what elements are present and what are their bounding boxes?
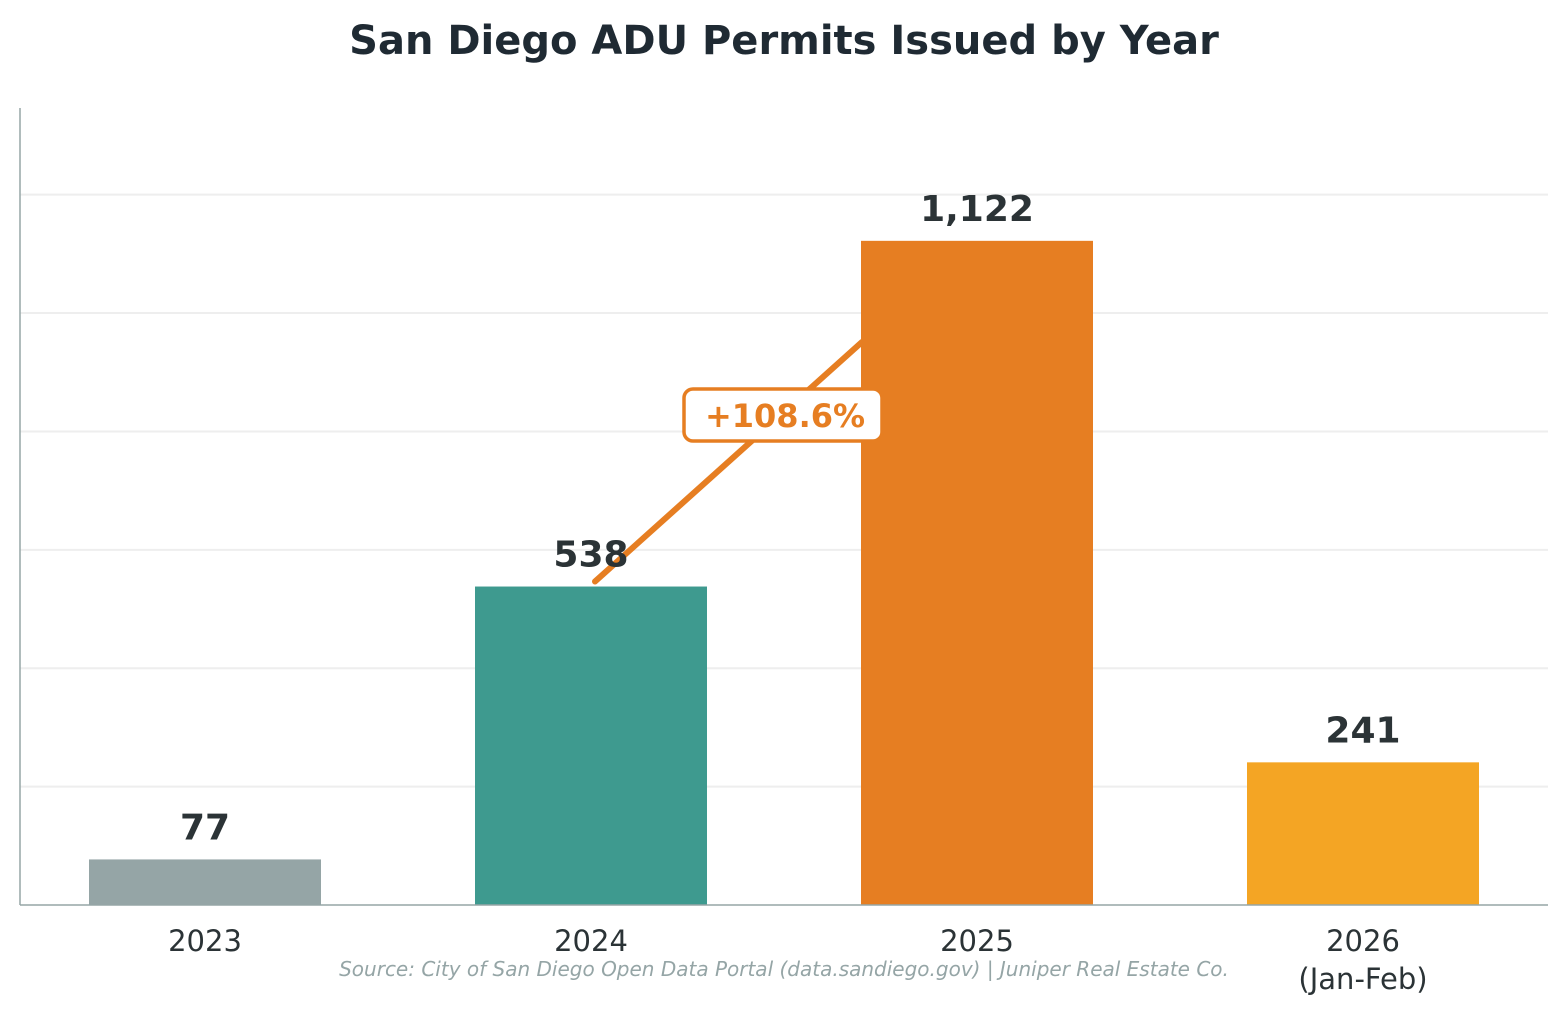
bar-2026 xyxy=(1247,762,1479,905)
x-tick-label: 2023 xyxy=(168,924,242,958)
x-tick-label: 2024 xyxy=(554,924,628,958)
x-tick-label: 2025 xyxy=(940,924,1014,958)
annotation-line-group xyxy=(592,339,865,585)
bar-2023 xyxy=(89,859,321,905)
bar-2024 xyxy=(475,586,707,905)
x-tick-label: 2026 (Jan-Feb) xyxy=(1298,924,1427,996)
x-tick-labels: 2023 2024 2025 2026 (Jan-Feb) xyxy=(168,924,1427,996)
growth-line xyxy=(592,339,865,585)
annotation-text: +108.6% xyxy=(705,397,865,435)
annotation-box xyxy=(682,387,884,443)
value-label: 241 xyxy=(1325,710,1400,751)
source-note: Source: City of San Diego Open Data Port… xyxy=(339,957,1229,981)
value-label: 1,122 xyxy=(920,189,1034,230)
value-label: 77 xyxy=(180,807,230,848)
value-labels: 77 538 1,122 241 xyxy=(180,189,1401,849)
annotation: +108.6% xyxy=(682,387,884,443)
bars xyxy=(89,240,1479,906)
axes xyxy=(19,108,1548,906)
gridlines xyxy=(20,193,1548,788)
bar-2025 xyxy=(861,240,1093,906)
chart-title: San Diego ADU Permits Issued by Year xyxy=(349,18,1219,64)
value-label: 538 xyxy=(553,535,628,576)
